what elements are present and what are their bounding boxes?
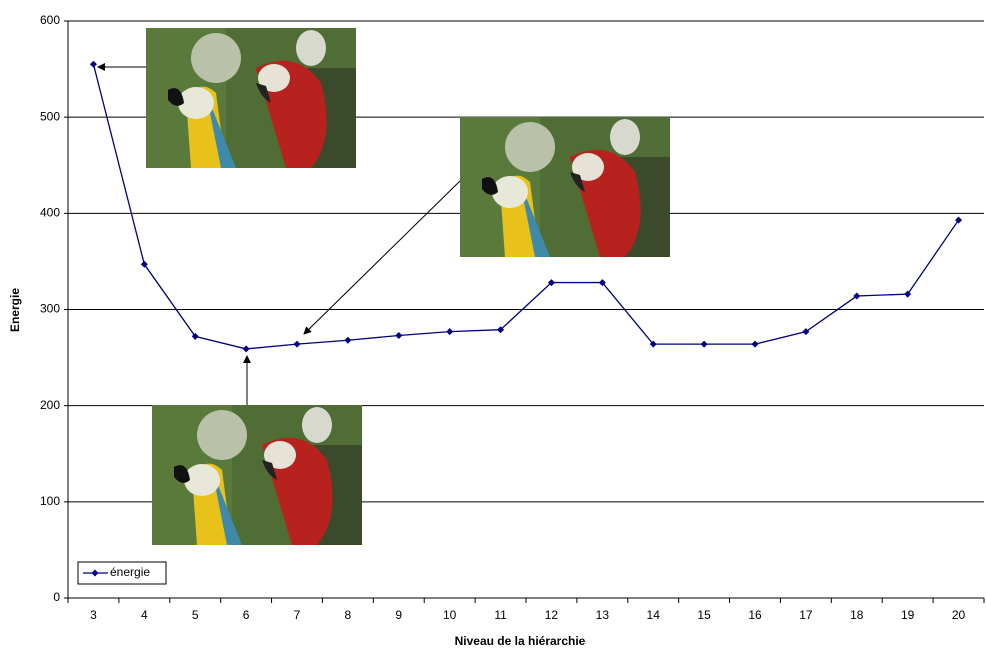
legend-label: énergie	[110, 565, 150, 579]
y-axis-label: Energie	[8, 288, 22, 332]
series-line	[92, 64, 960, 350]
x-tick-label: 20	[952, 608, 966, 622]
x-tick-label: 15	[697, 608, 711, 622]
data-point	[140, 260, 148, 268]
data-point	[955, 216, 963, 224]
x-tick-label: 13	[596, 608, 610, 622]
x-tick-label: 10	[443, 608, 457, 622]
x-tick-label: 3	[90, 608, 97, 622]
data-point	[598, 279, 606, 287]
data-point	[904, 290, 912, 298]
y-tick-label: 200	[40, 398, 60, 412]
data-point	[191, 332, 199, 340]
data-point	[497, 326, 505, 334]
data-point	[242, 345, 250, 353]
y-tick-label: 500	[40, 109, 60, 123]
data-point	[802, 328, 810, 336]
inset-image	[460, 117, 670, 257]
x-tick-label: 5	[192, 608, 199, 622]
y-tick-label: 100	[40, 494, 60, 508]
y-tick-label: 0	[53, 590, 60, 604]
data-point	[344, 336, 352, 344]
x-tick-label: 4	[141, 608, 148, 622]
x-tick-label: 14	[647, 608, 661, 622]
x-tick-label: 6	[243, 608, 250, 622]
legend-box	[77, 561, 167, 585]
x-tick-label: 8	[345, 608, 352, 622]
data-point	[700, 340, 708, 348]
x-tick-label: 12	[545, 608, 559, 622]
x-tick-label: 11	[494, 608, 507, 622]
x-tick-label: 9	[395, 608, 402, 622]
x-tick-label: 18	[850, 608, 864, 622]
data-point	[853, 292, 861, 300]
y-tick-label: 400	[40, 206, 60, 220]
data-point	[395, 331, 403, 339]
y-tick-label: 300	[40, 302, 60, 316]
data-point	[446, 328, 454, 336]
x-axis-label: Niveau de la hiérarchie	[455, 634, 586, 648]
x-tick-label: 19	[901, 608, 915, 622]
data-point	[293, 340, 301, 348]
y-tick-label: 600	[40, 13, 60, 27]
inset-image	[152, 405, 362, 545]
data-point	[89, 60, 97, 68]
data-point	[547, 279, 555, 287]
x-tick-label: 17	[799, 608, 813, 622]
legend-marker	[91, 569, 99, 577]
data-point	[751, 340, 759, 348]
inset-image	[146, 28, 356, 168]
arrow	[303, 180, 461, 335]
x-tick-label: 16	[748, 608, 762, 622]
x-tick-label: 7	[294, 608, 301, 622]
data-point	[649, 340, 657, 348]
